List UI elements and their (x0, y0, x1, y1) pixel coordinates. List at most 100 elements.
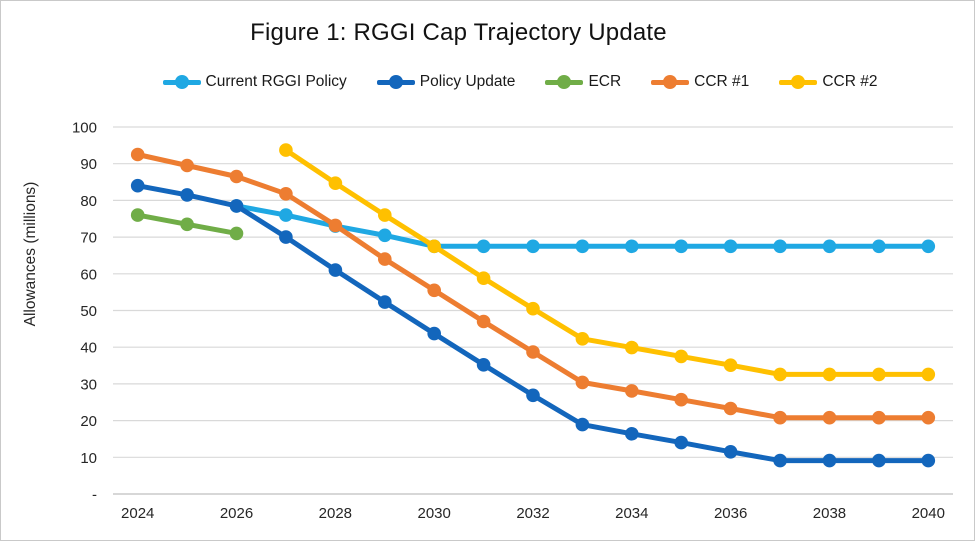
data-point-marker (773, 367, 787, 382)
data-point-marker (130, 178, 145, 193)
data-point-marker (674, 435, 688, 450)
data-point-marker (328, 176, 343, 190)
data-point-marker (723, 358, 738, 373)
data-point-marker (921, 367, 936, 382)
data-point-marker (822, 367, 837, 382)
y-tick-label: 100 (72, 120, 97, 137)
y-tick-label: 20 (80, 413, 97, 430)
x-tick-label: 2024 (121, 505, 154, 522)
x-tick-label: 2028 (319, 505, 352, 522)
data-point-marker (822, 410, 837, 425)
data-point-marker (476, 271, 491, 286)
line-marker-icon (779, 75, 818, 89)
chart-legend: Current RGGI Policy Policy Update ECR CC… (66, 73, 974, 91)
data-point-marker (822, 239, 837, 254)
data-point-marker (328, 263, 343, 277)
y-axis-title: Allowances (millions) (22, 181, 39, 327)
data-point-marker (773, 239, 787, 254)
data-point-marker (625, 427, 639, 441)
data-point-marker (674, 392, 688, 407)
data-point-marker (476, 239, 491, 254)
data-point-marker (575, 332, 590, 346)
data-point-marker (229, 199, 244, 213)
data-point-marker (279, 187, 293, 201)
data-point-marker (625, 340, 639, 355)
series-policy-update (130, 178, 936, 468)
x-tick-label: 2038 (813, 505, 846, 522)
data-point-marker (872, 453, 886, 468)
data-point-marker (674, 239, 688, 254)
line-marker-icon (376, 75, 415, 89)
data-point-marker (723, 239, 738, 254)
x-tick-label: 2032 (516, 505, 549, 522)
legend-item-ccr-2: CCR #2 (779, 73, 877, 91)
data-point-marker (773, 453, 787, 468)
data-point-marker (526, 345, 540, 359)
data-point-marker (378, 208, 392, 222)
data-point-marker (328, 218, 343, 233)
y-tick-label: 30 (80, 376, 97, 393)
data-point-marker (723, 445, 738, 459)
data-point-marker (921, 410, 936, 425)
data-point-marker (625, 384, 639, 398)
data-point-marker (723, 401, 738, 416)
line-marker-icon (651, 75, 690, 89)
data-point-marker (229, 169, 244, 184)
series-line (135, 152, 931, 421)
data-point-marker (378, 252, 392, 266)
data-point-marker (180, 188, 194, 202)
data-point-marker (130, 208, 145, 222)
data-point-marker (229, 226, 244, 241)
data-point-marker (427, 239, 442, 254)
data-point-marker (674, 349, 688, 364)
data-point-marker (526, 239, 540, 254)
data-point-marker (378, 228, 392, 243)
legend-label: CCR #2 (822, 73, 878, 90)
y-tick-label: 40 (80, 340, 97, 357)
y-tick-label: 60 (80, 266, 97, 283)
data-point-marker (872, 410, 886, 425)
x-tick-label: 2036 (714, 505, 747, 522)
data-point-marker (822, 453, 837, 468)
y-tick-label: 90 (80, 156, 97, 173)
data-point-marker (279, 143, 293, 157)
y-tick-label: 10 (80, 450, 97, 467)
legend-label: CCR #1 (694, 73, 750, 90)
y-tick-label: 50 (80, 303, 97, 320)
data-point-marker (279, 208, 293, 222)
data-point-marker (180, 217, 194, 232)
legend-item-ccr-1: CCR #1 (651, 73, 749, 91)
legend-label: ECR (588, 73, 622, 90)
data-point-marker (575, 239, 590, 254)
y-tick-labels: 100 90 80 70 60 50 40 30 20 10 - (72, 120, 97, 504)
data-point-marker (476, 314, 491, 329)
data-point-marker (921, 239, 936, 254)
data-point-marker (279, 230, 293, 244)
legend-label: Current RGGI Policy (205, 73, 347, 90)
data-point-marker (872, 239, 886, 254)
data-point-marker (526, 301, 540, 316)
legend-item-policy-update: Policy Update (376, 73, 516, 91)
y-tick-label: 80 (80, 193, 97, 210)
x-tick-label: 2030 (417, 505, 450, 522)
data-point-marker (378, 295, 392, 309)
line-marker-icon (545, 75, 584, 89)
legend-item-current-rggi-policy: Current RGGI Policy (162, 73, 347, 91)
data-point-marker (526, 388, 540, 403)
data-point-marker (625, 239, 639, 254)
series-ecr (130, 208, 244, 241)
x-tick-label: 2040 (912, 505, 945, 522)
y-tick-label: - (92, 487, 97, 504)
series-ccr-2 (279, 143, 936, 382)
x-tick-label: 2026 (220, 505, 253, 522)
x-tick-label: 2034 (615, 505, 648, 522)
series-line (283, 147, 931, 377)
legend-label: Policy Update (419, 73, 516, 90)
data-point-marker (130, 147, 145, 162)
chart-title: Figure 1: RGGI Cap Trajectory Update (250, 19, 667, 46)
data-point-marker (773, 410, 787, 425)
x-tick-labels: 2024 2026 2028 2030 2032 2034 2036 2038 2040 (121, 505, 945, 522)
data-point-marker (575, 375, 590, 390)
